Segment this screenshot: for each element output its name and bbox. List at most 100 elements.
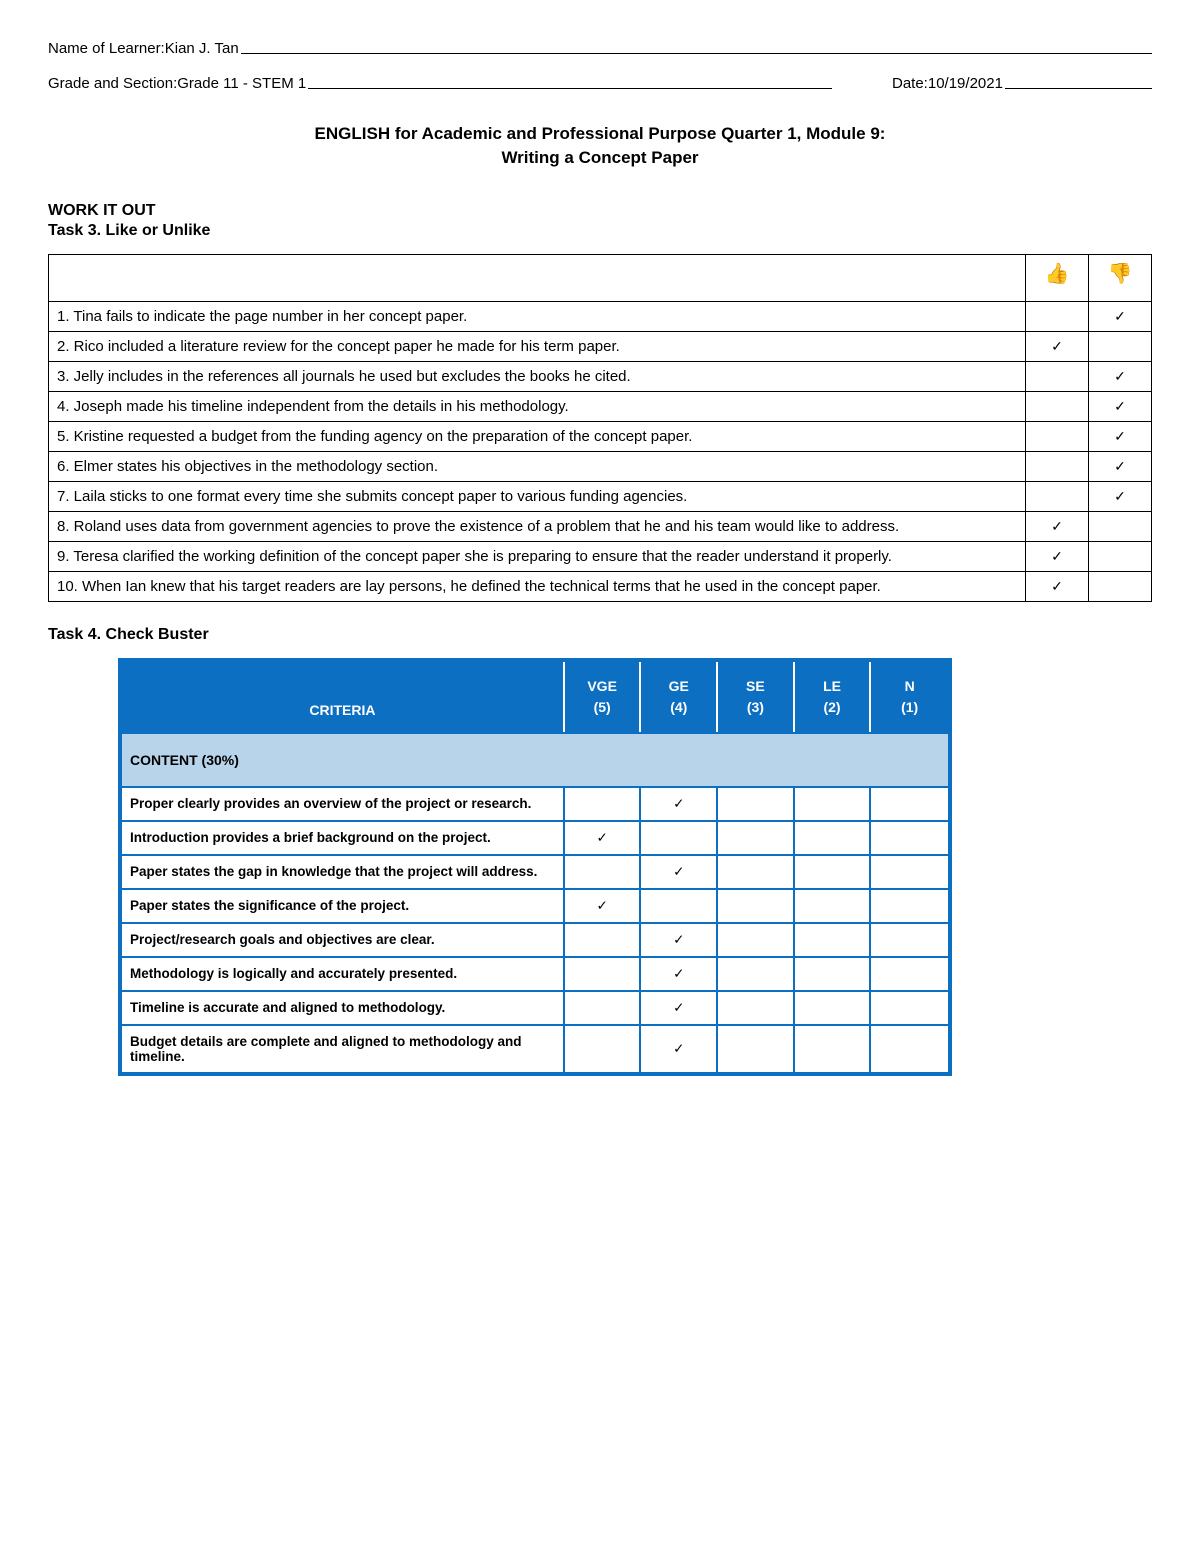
score-cell [565, 922, 642, 956]
like-cell [1026, 301, 1089, 331]
score-cell [641, 888, 718, 922]
score-cell [871, 922, 948, 956]
date-underline [1005, 88, 1152, 89]
criteria-row: Introduction provides a brief background… [122, 820, 948, 854]
score-cell: ✓ [641, 1024, 718, 1072]
task3-row: 2. Rico included a literature review for… [49, 331, 1152, 361]
dislike-cell: ✓ [1089, 361, 1152, 391]
module-title: ENGLISH for Academic and Professional Pu… [48, 122, 1152, 170]
task3-statement: 5. Kristine requested a budget from the … [49, 421, 1026, 451]
dislike-cell: ✓ [1089, 391, 1152, 421]
date-value: 10/19/2021 [928, 75, 1003, 92]
score-cell [871, 1024, 948, 1072]
task3-row: 10. When Ian knew that his target reader… [49, 571, 1152, 601]
task3-statement: 1. Tina fails to indicate the page numbe… [49, 301, 1026, 331]
score-cell: ✓ [641, 990, 718, 1024]
like-cell: ✓ [1026, 541, 1089, 571]
score-cell [795, 888, 872, 922]
title-line-1: ENGLISH for Academic and Professional Pu… [48, 122, 1152, 146]
score-cell: ✓ [565, 820, 642, 854]
score-header: LE(2) [795, 662, 872, 732]
criteria-row: Methodology is logically and accurately … [122, 956, 948, 990]
like-cell [1026, 391, 1089, 421]
dislike-cell: ✓ [1089, 451, 1152, 481]
task3-statement: 10. When Ian knew that his target reader… [49, 571, 1026, 601]
task3-statement: 6. Elmer states his objectives in the me… [49, 451, 1026, 481]
task3-row: 8. Roland uses data from government agen… [49, 511, 1152, 541]
score-cell [718, 786, 795, 820]
task3-statement: 3. Jelly includes in the references all … [49, 361, 1026, 391]
task3-row: 3. Jelly includes in the references all … [49, 361, 1152, 391]
criteria-text: Paper states the significance of the pro… [122, 888, 565, 922]
score-cell: ✓ [641, 956, 718, 990]
score-header: GE(4) [641, 662, 718, 732]
like-cell: ✓ [1026, 511, 1089, 541]
dislike-header: 👎 [1089, 254, 1152, 301]
header-row-2: Grade and Section: Grade 11 - STEM 1 Dat… [48, 75, 1152, 92]
dislike-cell [1089, 571, 1152, 601]
score-cell [718, 820, 795, 854]
task4-table: CRITERIA VGE(5)GE(4)SE(3)LE(2)N(1) CONTE… [118, 658, 952, 1076]
criteria-text: Timeline is accurate and aligned to meth… [122, 990, 565, 1024]
criteria-text: Budget details are complete and aligned … [122, 1024, 565, 1072]
score-cell [718, 1024, 795, 1072]
score-cell [795, 956, 872, 990]
score-cell [565, 786, 642, 820]
task3-row: 4. Joseph made his timeline independent … [49, 391, 1152, 421]
criteria-row: Paper states the gap in knowledge that t… [122, 854, 948, 888]
thumbs-up-icon: 👍 [1045, 263, 1070, 285]
score-cell [565, 854, 642, 888]
score-cell [795, 990, 872, 1024]
dislike-cell: ✓ [1089, 481, 1152, 511]
score-cell [718, 990, 795, 1024]
grade-label: Grade and Section: [48, 75, 177, 92]
dislike-cell [1089, 511, 1152, 541]
score-cell [795, 1024, 872, 1072]
grade-value: Grade 11 - STEM 1 [177, 75, 306, 92]
dislike-cell: ✓ [1089, 421, 1152, 451]
criteria-row: Timeline is accurate and aligned to meth… [122, 990, 948, 1024]
name-value: Kian J. Tan [165, 40, 239, 57]
task3-statement: 2. Rico included a literature review for… [49, 331, 1026, 361]
task3-statement: 7. Laila sticks to one format every time… [49, 481, 1026, 511]
like-cell [1026, 361, 1089, 391]
task4-title: Task 4. Check Buster [48, 626, 1152, 644]
score-cell [718, 888, 795, 922]
task3-row: 5. Kristine requested a budget from the … [49, 421, 1152, 451]
score-cell [795, 854, 872, 888]
score-cell [871, 854, 948, 888]
task3-row: 1. Tina fails to indicate the page numbe… [49, 301, 1152, 331]
dislike-cell [1089, 541, 1152, 571]
grade-underline [308, 88, 832, 89]
like-cell [1026, 481, 1089, 511]
task3-statement: 4. Joseph made his timeline independent … [49, 391, 1026, 421]
score-cell [565, 956, 642, 990]
date-label: Date: [892, 75, 928, 92]
score-cell [871, 786, 948, 820]
task3-statement: 9. Teresa clarified the working definiti… [49, 541, 1026, 571]
task3-title: Task 3. Like or Unlike [48, 222, 1152, 240]
task3-blank-head [49, 254, 1026, 301]
title-line-2: Writing a Concept Paper [48, 146, 1152, 170]
like-cell [1026, 451, 1089, 481]
like-header: 👍 [1026, 254, 1089, 301]
dislike-cell [1089, 331, 1152, 361]
score-cell [871, 888, 948, 922]
work-it-out-label: WORK IT OUT [48, 202, 1152, 220]
score-cell [871, 956, 948, 990]
score-cell [795, 820, 872, 854]
score-cell [565, 990, 642, 1024]
content-section-label: CONTENT (30%) [122, 732, 948, 786]
criteria-row: Project/research goals and objectives ar… [122, 922, 948, 956]
criteria-text: Project/research goals and objectives ar… [122, 922, 565, 956]
criteria-text: Paper states the gap in knowledge that t… [122, 854, 565, 888]
score-cell [641, 820, 718, 854]
score-header: VGE(5) [565, 662, 642, 732]
task3-row: 9. Teresa clarified the working definiti… [49, 541, 1152, 571]
name-label: Name of Learner: [48, 40, 165, 57]
like-cell [1026, 421, 1089, 451]
criteria-text: Introduction provides a brief background… [122, 820, 565, 854]
score-header: SE(3) [718, 662, 795, 732]
criteria-row: Budget details are complete and aligned … [122, 1024, 948, 1072]
criteria-row: Paper states the significance of the pro… [122, 888, 948, 922]
